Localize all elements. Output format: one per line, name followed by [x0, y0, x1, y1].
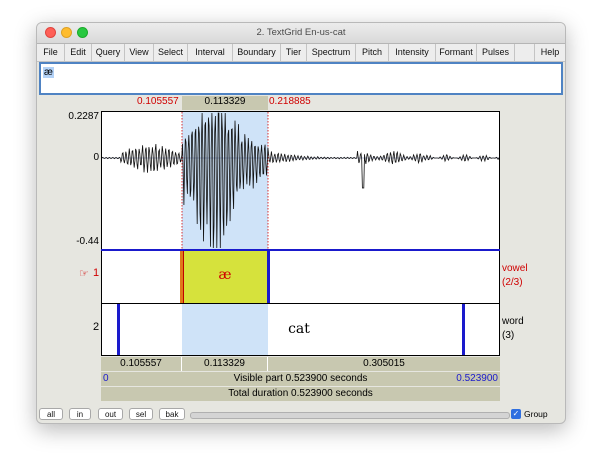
- tier-1-interval-text: æ: [218, 267, 232, 283]
- interval-divider-2: [267, 357, 268, 371]
- tier-separator: [101, 303, 500, 304]
- window-title: 2. TextGrid En-us-cat: [256, 27, 346, 38]
- interval-duration-1[interactable]: 0.105557: [120, 358, 162, 369]
- waveform-bottom-line: [101, 249, 500, 251]
- selection-header-highlight: [182, 96, 268, 110]
- visible-start: 0: [103, 373, 109, 384]
- title-bar: 2. TextGrid En-us-cat: [37, 23, 565, 44]
- zoom-all-button[interactable]: all: [39, 408, 63, 420]
- menu-pitch[interactable]: Pitch: [356, 44, 389, 61]
- selection-end-label: 0.218885: [269, 96, 311, 107]
- tier-1-panel[interactable]: æ: [101, 251, 500, 304]
- zoom-window-button[interactable]: [77, 27, 88, 38]
- zoom-sel-button[interactable]: sel: [129, 408, 153, 420]
- tier-2-selection-shade: [182, 304, 268, 355]
- interval-duration-2[interactable]: 0.113329: [204, 358, 245, 369]
- tier-2-name: word: [502, 316, 524, 327]
- tier-1-pointer: ☞: [79, 268, 89, 280]
- interval-divider-1: [181, 357, 182, 371]
- selection-start-label: 0.105557: [137, 96, 179, 107]
- tier-1-boundary-right[interactable]: [267, 251, 270, 304]
- menu-boundary[interactable]: Boundary: [233, 44, 281, 61]
- tier-2-panel[interactable]: cat: [101, 304, 500, 356]
- interval-durations-row: 0.105557 0.113329 0.305015: [101, 357, 500, 371]
- zoom-back-button[interactable]: bak: [159, 408, 185, 420]
- tier-2-number: 2: [93, 321, 100, 333]
- menu-help[interactable]: Help: [540, 47, 560, 57]
- interval-text-field[interactable]: æ: [39, 62, 563, 95]
- menu-bar: File Edit Query View Select Interval Bou…: [37, 44, 565, 62]
- tier-1-selected-boundary-left-inner: [183, 251, 184, 304]
- waveform-panel[interactable]: [101, 111, 500, 250]
- menu-blank: [515, 44, 535, 61]
- visible-part-row[interactable]: 0 Visible part 0.523900 seconds 0.523900: [101, 372, 500, 386]
- minimize-window-button[interactable]: [61, 27, 72, 38]
- total-duration-row[interactable]: Total duration 0.523900 seconds: [101, 387, 500, 401]
- menu-tier[interactable]: Tier: [281, 44, 307, 61]
- menu-spectrum[interactable]: Spectrum: [307, 44, 356, 61]
- tier-1-selected-interval[interactable]: [182, 251, 268, 304]
- menu-formant[interactable]: Formant: [436, 44, 477, 61]
- horizontal-scrollbar[interactable]: [190, 412, 510, 419]
- menu-view[interactable]: View: [125, 44, 154, 61]
- total-duration-label: Total duration 0.523900 seconds: [228, 388, 373, 399]
- waveform-min-label: -0.44: [76, 236, 99, 247]
- menu-interval[interactable]: Interval: [188, 44, 233, 61]
- tier-2-count: (3): [502, 330, 515, 341]
- tier-1-selected-boundary-left[interactable]: [180, 251, 183, 304]
- menu-intensity[interactable]: Intensity: [389, 44, 436, 61]
- visible-part-label: Visible part 0.523900 seconds: [233, 373, 368, 384]
- group-checkbox[interactable]: ✓: [511, 409, 521, 419]
- tier-2-interval-text: cat: [288, 321, 310, 337]
- visible-end: 0.523900: [456, 373, 498, 384]
- menu-file[interactable]: File: [37, 44, 65, 61]
- zoom-in-button[interactable]: in: [69, 408, 91, 420]
- tier-1-name: vowel: [502, 263, 528, 274]
- textgrid-window: 2. TextGrid En-us-cat File Edit Query Vi…: [36, 22, 566, 424]
- interval-duration-3[interactable]: 0.305015: [363, 358, 405, 369]
- menu-edit[interactable]: Edit: [65, 44, 92, 61]
- tier-1-number: 1: [93, 267, 100, 279]
- selection-duration-label: 0.113329: [204, 96, 246, 107]
- menu-select[interactable]: Select: [154, 44, 188, 61]
- menu-pulses[interactable]: Pulses: [477, 44, 515, 61]
- menu-query[interactable]: Query: [92, 44, 125, 61]
- waveform-zero-label: 0: [93, 152, 99, 163]
- tier-2-boundary-right[interactable]: [462, 304, 465, 355]
- tier-2-boundary-left[interactable]: [117, 304, 120, 355]
- waveform-svg: [102, 112, 499, 249]
- close-window-button[interactable]: [45, 27, 56, 38]
- selected-text: æ: [43, 67, 54, 78]
- tier-1-count: (2/3): [502, 277, 523, 288]
- group-label: Group: [524, 409, 548, 419]
- zoom-out-button[interactable]: out: [98, 408, 123, 420]
- waveform-max-label: 0.2287: [68, 111, 99, 122]
